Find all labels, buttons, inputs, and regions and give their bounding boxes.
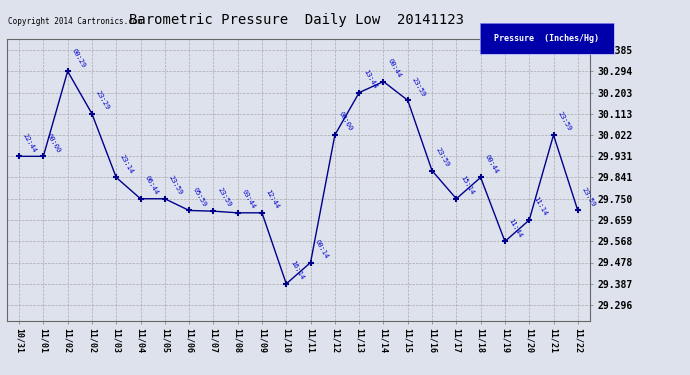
Text: 00:00: 00:00	[337, 111, 353, 132]
Text: 16:14: 16:14	[289, 260, 305, 281]
Text: Barometric Pressure  Daily Low  20141123: Barometric Pressure Daily Low 20141123	[129, 13, 464, 27]
Text: 00:44: 00:44	[386, 57, 402, 79]
Text: 00:14: 00:14	[313, 238, 329, 260]
Text: 11:44: 11:44	[508, 217, 524, 238]
Text: 23:59: 23:59	[168, 175, 184, 196]
Text: 23:59: 23:59	[580, 186, 596, 208]
Text: 22:44: 22:44	[22, 132, 38, 153]
Text: Copyright 2014 Cartronics.com: Copyright 2014 Cartronics.com	[8, 17, 142, 26]
Text: 13:44: 13:44	[362, 68, 377, 90]
Text: 03:44: 03:44	[241, 189, 256, 210]
Text: 12:44: 12:44	[265, 189, 281, 210]
Text: 11:14: 11:14	[532, 196, 548, 217]
Text: 00:00: 00:00	[46, 132, 62, 153]
Text: 06:44: 06:44	[144, 175, 159, 196]
Text: 23:59: 23:59	[411, 76, 426, 98]
Text: 23:29: 23:29	[95, 90, 110, 111]
Text: 23:59: 23:59	[556, 111, 572, 132]
Text: Pressure  (Inches/Hg): Pressure (Inches/Hg)	[494, 34, 600, 43]
Text: 23:14: 23:14	[119, 153, 135, 175]
Text: 00:29: 00:29	[70, 47, 86, 69]
Text: 05:59: 05:59	[192, 186, 208, 208]
Text: 00:44: 00:44	[484, 153, 500, 175]
Text: 23:59: 23:59	[435, 147, 451, 168]
Text: 23:59: 23:59	[216, 187, 232, 209]
Text: 15:14: 15:14	[459, 175, 475, 196]
